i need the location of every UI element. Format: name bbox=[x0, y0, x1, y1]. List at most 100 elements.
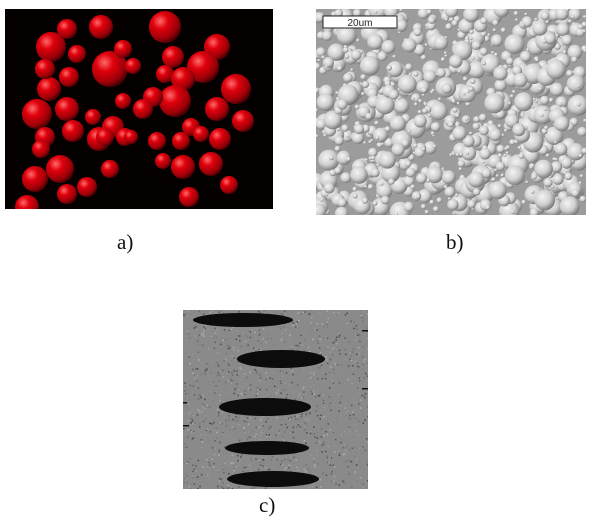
grain bbox=[413, 143, 417, 147]
noise-speck bbox=[221, 337, 223, 339]
noise-speck bbox=[300, 426, 302, 428]
noise-speck bbox=[325, 356, 327, 358]
noise-speck bbox=[242, 343, 244, 345]
noise-speck bbox=[219, 481, 221, 483]
grain bbox=[514, 92, 533, 111]
noise-speck bbox=[270, 459, 272, 461]
grain bbox=[550, 83, 564, 97]
noise-speck bbox=[290, 460, 292, 462]
noise-speck bbox=[260, 377, 262, 379]
noise-speck bbox=[301, 423, 303, 425]
noise-speck bbox=[283, 389, 285, 391]
noise-speck bbox=[185, 406, 187, 408]
noise-speck bbox=[264, 371, 266, 373]
noise-speck bbox=[355, 461, 357, 463]
noise-speck bbox=[213, 419, 215, 421]
noise-speck bbox=[209, 390, 211, 392]
noise-speck bbox=[189, 363, 191, 365]
noise-speck bbox=[205, 466, 207, 468]
noise-speck bbox=[223, 472, 225, 474]
noise-speck bbox=[309, 412, 311, 414]
noise-speck bbox=[219, 421, 221, 423]
grain bbox=[367, 34, 383, 50]
grain bbox=[472, 56, 475, 59]
noise-speck bbox=[337, 364, 339, 366]
sphere bbox=[221, 74, 251, 104]
noise-speck bbox=[356, 362, 358, 364]
grain bbox=[580, 196, 587, 203]
noise-speck bbox=[341, 414, 343, 416]
noise-speck bbox=[324, 435, 326, 437]
noise-speck bbox=[361, 315, 363, 317]
noise-speck bbox=[257, 328, 259, 330]
noise-speck bbox=[297, 345, 299, 347]
noise-speck bbox=[358, 393, 360, 395]
grain bbox=[411, 97, 415, 101]
noise-speck bbox=[194, 469, 196, 471]
noise-speck bbox=[365, 450, 367, 452]
noise-speck bbox=[256, 462, 258, 464]
noise-speck bbox=[228, 419, 230, 421]
noise-speck bbox=[227, 380, 229, 382]
grain bbox=[375, 136, 379, 140]
noise-speck bbox=[330, 458, 332, 460]
noise-speck bbox=[236, 383, 238, 385]
noise-speck bbox=[224, 463, 226, 465]
noise-speck bbox=[329, 396, 331, 398]
noise-speck bbox=[305, 443, 307, 445]
noise-speck bbox=[273, 378, 275, 380]
noise-speck bbox=[255, 418, 256, 420]
noise-speck bbox=[259, 333, 261, 335]
noise-speck bbox=[228, 337, 230, 339]
noise-speck bbox=[304, 339, 306, 341]
grain bbox=[491, 34, 503, 46]
grain bbox=[421, 55, 426, 60]
grain bbox=[371, 168, 380, 177]
noise-speck bbox=[344, 445, 346, 447]
noise-speck bbox=[302, 344, 304, 346]
noise-speck bbox=[357, 356, 359, 358]
noise-speck bbox=[237, 395, 239, 397]
noise-speck bbox=[293, 370, 295, 372]
grain bbox=[406, 168, 416, 178]
noise-speck bbox=[289, 464, 291, 466]
noise-speck bbox=[219, 483, 221, 485]
noise-speck bbox=[313, 483, 315, 485]
sphere bbox=[68, 45, 86, 63]
noise-speck bbox=[238, 311, 240, 313]
grain bbox=[456, 153, 459, 156]
noise-speck bbox=[202, 345, 204, 347]
noise-speck bbox=[365, 336, 367, 338]
noise-speck bbox=[312, 338, 314, 340]
noise-speck bbox=[272, 456, 274, 458]
grain bbox=[444, 187, 455, 198]
noise-speck bbox=[288, 467, 290, 469]
grain bbox=[340, 172, 351, 183]
noise-speck bbox=[228, 473, 230, 475]
noise-speck bbox=[195, 368, 197, 370]
noise-speck bbox=[194, 405, 196, 407]
noise-speck bbox=[267, 397, 269, 399]
grain bbox=[532, 21, 547, 36]
noise-speck bbox=[319, 351, 321, 353]
sphere bbox=[205, 97, 229, 121]
noise-speck bbox=[299, 393, 301, 395]
noise-speck bbox=[317, 367, 319, 369]
scale-bar-label: 20um bbox=[347, 18, 372, 29]
noise-speck bbox=[269, 434, 271, 436]
noise-speck bbox=[183, 446, 185, 448]
grain bbox=[521, 23, 524, 26]
noise-speck bbox=[366, 414, 368, 416]
noise-speck bbox=[249, 437, 251, 439]
noise-speck bbox=[219, 478, 221, 480]
noise-speck bbox=[296, 426, 298, 428]
noise-speck bbox=[240, 456, 242, 458]
noise-speck bbox=[339, 353, 341, 355]
noise-speck bbox=[309, 486, 311, 488]
noise-speck bbox=[217, 374, 219, 376]
noise-speck bbox=[263, 459, 265, 461]
noise-speck bbox=[316, 487, 318, 489]
grain bbox=[444, 51, 447, 54]
sphere bbox=[22, 99, 52, 129]
grain bbox=[498, 124, 502, 128]
